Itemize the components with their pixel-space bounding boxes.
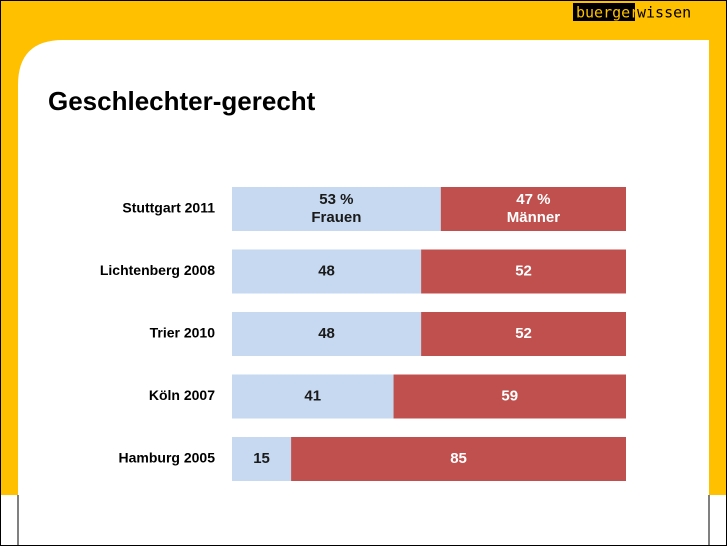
category-label: Hamburg 2005 [119,450,216,466]
bar-segment [421,249,626,294]
bar-segment [440,187,626,231]
value-label: 59 [501,387,518,404]
value-label: 52 [515,262,532,279]
bar-segment [421,312,626,356]
bar-segment [232,249,422,294]
value-label: 15 [253,450,270,467]
value-label: 53 % [319,191,353,208]
value-label: 52 [515,325,532,342]
logo-rest: wissen [637,4,691,22]
value-label: 41 [304,387,321,404]
category-label: Köln 2007 [149,387,215,403]
value-label: 85 [450,450,467,467]
bar-segment [232,374,394,419]
series-label: Männer [507,209,561,226]
bar-segment [232,312,422,356]
value-label: 47 % [516,191,550,208]
value-label: 48 [318,262,335,279]
value-label: 48 [318,325,335,342]
series-label: Frauen [311,209,361,226]
category-label: Stuttgart 2011 [122,200,215,216]
category-label: Lichtenberg 2008 [100,262,215,278]
bar-segment [232,187,441,231]
category-label: Trier 2010 [150,325,216,341]
bar-segment [393,374,626,419]
bar-segment [291,437,626,481]
logo-box [573,3,635,21]
bar-segment [232,437,292,481]
chart-title: Geschlechter-gerecht [48,86,316,116]
logo-highlight: buerger [576,4,639,22]
